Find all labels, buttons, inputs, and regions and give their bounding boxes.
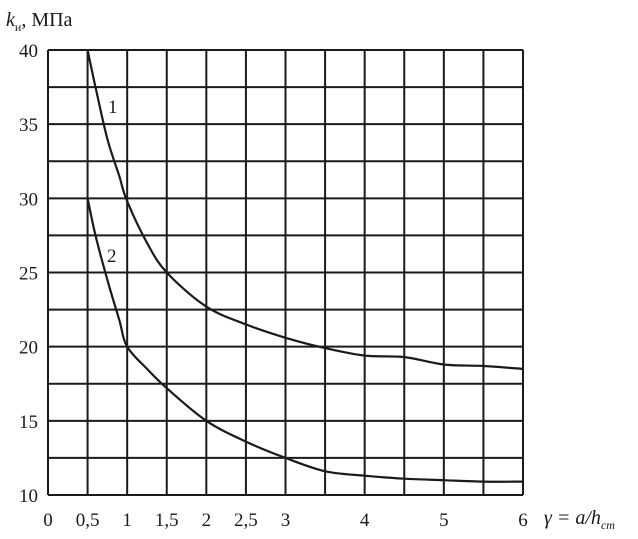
y-tick-label: 25 xyxy=(19,264,38,285)
y-tick-label: 15 xyxy=(19,412,38,433)
y-axis-title-unit: , МПа xyxy=(21,9,72,31)
x-tick-label: 2,5 xyxy=(234,510,258,531)
x-tick-label: 4 xyxy=(360,510,370,531)
y-axis-title: kи, МПа xyxy=(6,9,73,34)
series-line-1 xyxy=(86,49,524,370)
x-axis-title-main: γ = a/h xyxy=(544,507,601,529)
x-axis-title-subscript: ст xyxy=(601,518,615,532)
x-tick-label: 3 xyxy=(281,510,291,531)
chart-curves xyxy=(86,49,524,483)
y-axis-title-main: k xyxy=(6,9,16,31)
y-tick-label: 30 xyxy=(19,189,38,210)
x-axis-title: γ = a/hст xyxy=(544,507,615,532)
x-tick-label: 1 xyxy=(122,510,132,531)
x-tick-label: 1,5 xyxy=(155,510,179,531)
series-label-2: 2 xyxy=(107,246,117,267)
y-tick-label: 35 xyxy=(19,115,38,136)
series-line-2 xyxy=(86,198,524,483)
x-tick-label: 2 xyxy=(202,510,212,531)
x-tick-label: 5 xyxy=(439,510,449,531)
chart-labels: 0 0,5 1 1,5 2 2,5 3 4 5 6 10 15 20 25 30 35 40 1 2 xyxy=(19,41,528,531)
x-tick-label: 0,5 xyxy=(76,510,100,531)
y-tick-label: 20 xyxy=(19,338,38,359)
x-tick-label: 6 xyxy=(518,510,528,531)
series-label-1: 1 xyxy=(108,97,118,118)
y-tick-label: 40 xyxy=(19,41,38,62)
x-tick-label: 0 xyxy=(43,510,53,531)
y-axis-title-subscript: и xyxy=(15,20,22,34)
chart-grid xyxy=(47,49,524,496)
y-tick-label: 10 xyxy=(19,486,38,507)
